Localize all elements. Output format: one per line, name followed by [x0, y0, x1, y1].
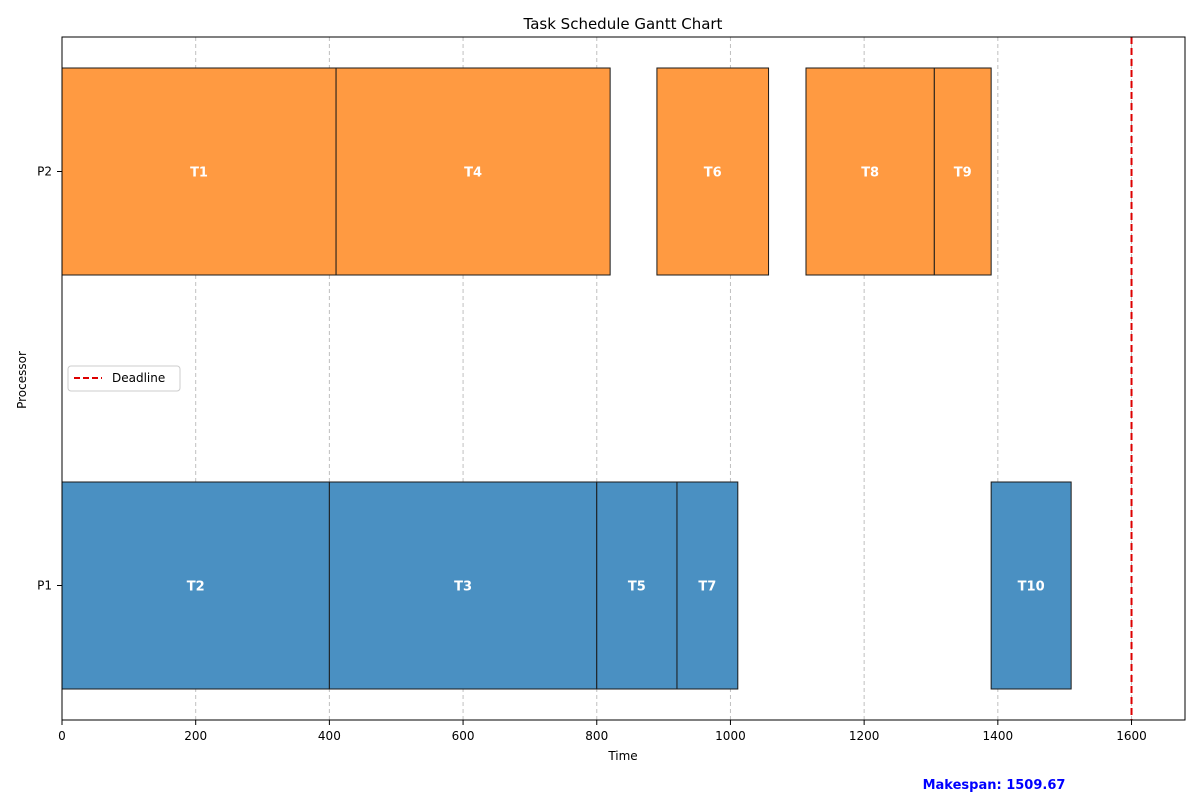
task-label-t3: T3: [454, 580, 472, 595]
x-tick-label: 800: [585, 729, 608, 743]
task-bar-t4: [335, 67, 611, 276]
y-axis-ticks: P1 P2: [37, 165, 62, 593]
legend: Deadline: [67, 365, 181, 392]
y-tick-label-p2: P2: [37, 165, 52, 179]
x-axis-label: Time: [607, 749, 637, 763]
task-label-t2: T2: [187, 580, 205, 595]
x-tick-label: 400: [318, 729, 341, 743]
task-label-t9: T9: [954, 166, 972, 181]
x-axis-ticks: 0 200 400 600 800 1000 1200 1400 1600: [58, 720, 1147, 743]
x-tick-label: 1200: [849, 729, 880, 743]
task-bar-t5: [596, 481, 678, 690]
x-tick-label: 600: [452, 729, 475, 743]
task-label-t8: T8: [861, 166, 879, 181]
task-bar-t6: [656, 67, 770, 276]
chart-title: Task Schedule Gantt Chart: [523, 15, 723, 33]
x-tick-label: 1000: [715, 729, 746, 743]
task-label-t10: T10: [1018, 580, 1045, 595]
task-label-t4: T4: [464, 166, 482, 181]
task-bars: T1 T4 T6 T8 T9 T2 T3 T5 T7 T10: [61, 67, 1072, 690]
task-bar-t9: [933, 67, 992, 276]
task-label-t7: T7: [698, 580, 716, 595]
x-tick-label: 0: [58, 729, 66, 743]
x-tick-label: 1400: [983, 729, 1014, 743]
task-bar-t1: [61, 67, 337, 276]
task-bar-t3: [328, 481, 598, 690]
y-axis-label: Processor: [15, 351, 29, 409]
task-label-t6: T6: [704, 166, 722, 181]
y-tick-label-p1: P1: [37, 579, 52, 593]
plot-frame: [61, 36, 1186, 721]
task-bar-t7: [676, 481, 739, 690]
makespan-text: Makespan: 1509.67: [923, 778, 1066, 793]
task-bar-t10: [990, 481, 1072, 690]
task-bar-t2: [61, 481, 330, 690]
legend-box: [67, 365, 181, 392]
task-label-t5: T5: [628, 580, 646, 595]
x-tick-label: 1600: [1116, 729, 1147, 743]
x-tick-label: 200: [184, 729, 207, 743]
task-label-t1: T1: [190, 166, 208, 181]
legend-deadline-label: Deadline: [112, 371, 165, 385]
